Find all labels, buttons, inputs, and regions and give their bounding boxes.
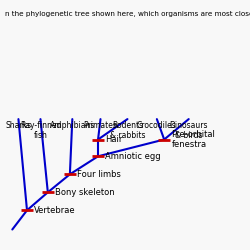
Text: Four limbs: Four limbs	[77, 170, 121, 179]
Text: Bony skeleton: Bony skeleton	[55, 188, 115, 197]
Text: Ray-finned
fish: Ray-finned fish	[20, 122, 61, 140]
Text: Rodents
& rabbits: Rodents & rabbits	[110, 122, 145, 140]
Text: Crocodiles: Crocodiles	[137, 122, 177, 130]
Text: Sharks: Sharks	[5, 122, 32, 130]
Text: Primates: Primates	[84, 122, 117, 130]
Text: Amphibians: Amphibians	[50, 122, 95, 130]
Text: Pre-orbital
fenestra: Pre-orbital fenestra	[172, 130, 216, 149]
Text: Amniotic egg: Amniotic egg	[106, 152, 161, 161]
Text: Vertebrae: Vertebrae	[34, 206, 76, 215]
Text: Hair: Hair	[106, 135, 123, 144]
Text: Dinosaurs
& birds: Dinosaurs & birds	[170, 122, 208, 140]
Text: n the phylogenetic tree shown here, which organisms are most closely related to : n the phylogenetic tree shown here, whic…	[5, 11, 250, 17]
